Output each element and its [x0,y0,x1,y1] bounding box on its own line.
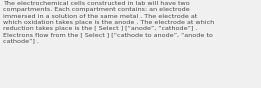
Text: The electrochemical cells constructed in lab will have two
compartments. Each co: The electrochemical cells constructed in… [3,1,214,43]
